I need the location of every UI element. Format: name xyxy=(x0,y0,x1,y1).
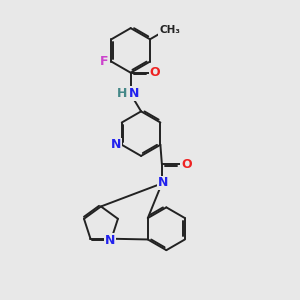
Text: N: N xyxy=(158,176,169,189)
Text: N: N xyxy=(111,138,122,151)
Text: N: N xyxy=(128,87,139,100)
Text: O: O xyxy=(150,66,160,79)
Text: O: O xyxy=(181,158,192,171)
Text: N: N xyxy=(105,234,115,247)
Text: F: F xyxy=(100,55,108,68)
Text: CH₃: CH₃ xyxy=(159,26,180,35)
Text: H: H xyxy=(117,87,127,100)
